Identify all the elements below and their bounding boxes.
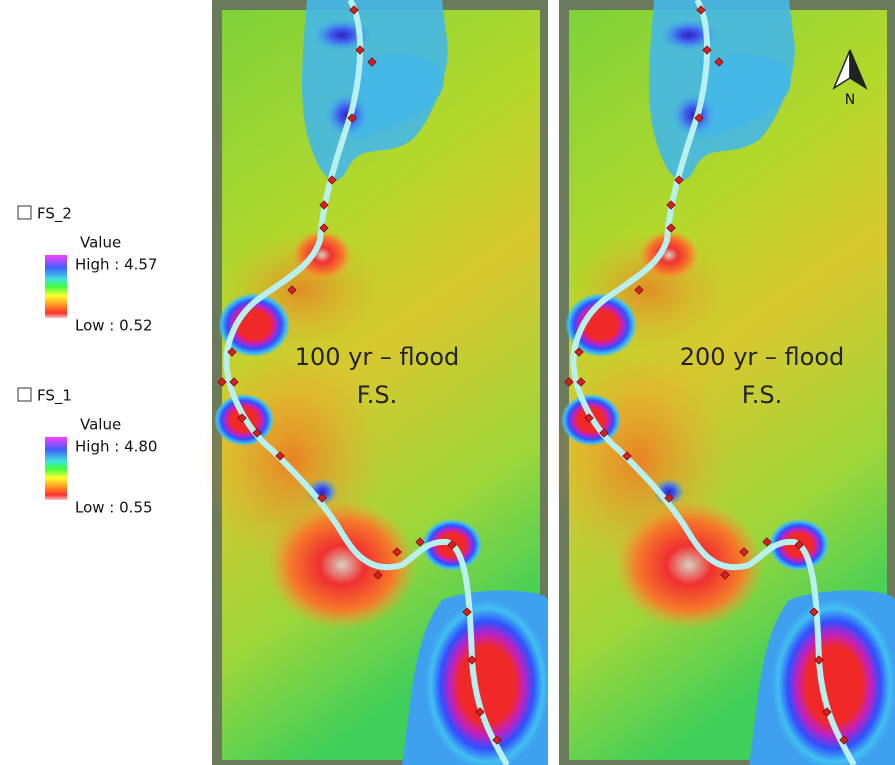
map-sublabel: F.S.: [357, 381, 397, 409]
layer-name: FS_2: [37, 205, 72, 224]
color-ramp: [45, 255, 67, 318]
map-label: 200 yr – flood: [680, 343, 844, 371]
layer-checkbox[interactable]: [18, 388, 31, 401]
low-label: Low : 0.55: [75, 499, 153, 517]
layer-checkbox[interactable]: [18, 206, 31, 219]
field-name: Value: [80, 234, 121, 252]
layer-name: FS_1: [37, 387, 72, 406]
color-ramp: [45, 437, 67, 500]
high-label: High : 4.80: [75, 438, 157, 456]
map-label: 100 yr – flood: [295, 343, 459, 371]
map-panel: [549, 0, 895, 765]
high-label: High : 4.57: [75, 256, 157, 274]
north-label: N: [845, 92, 855, 108]
map-sublabel: F.S.: [742, 381, 782, 409]
field-name: Value: [80, 416, 121, 434]
low-label: Low : 0.52: [75, 317, 153, 335]
legend-panel: [0, 0, 205, 765]
screen: FS_2 Value High : 4.57 Low : 0.52 FS_1 V…: [0, 0, 895, 765]
